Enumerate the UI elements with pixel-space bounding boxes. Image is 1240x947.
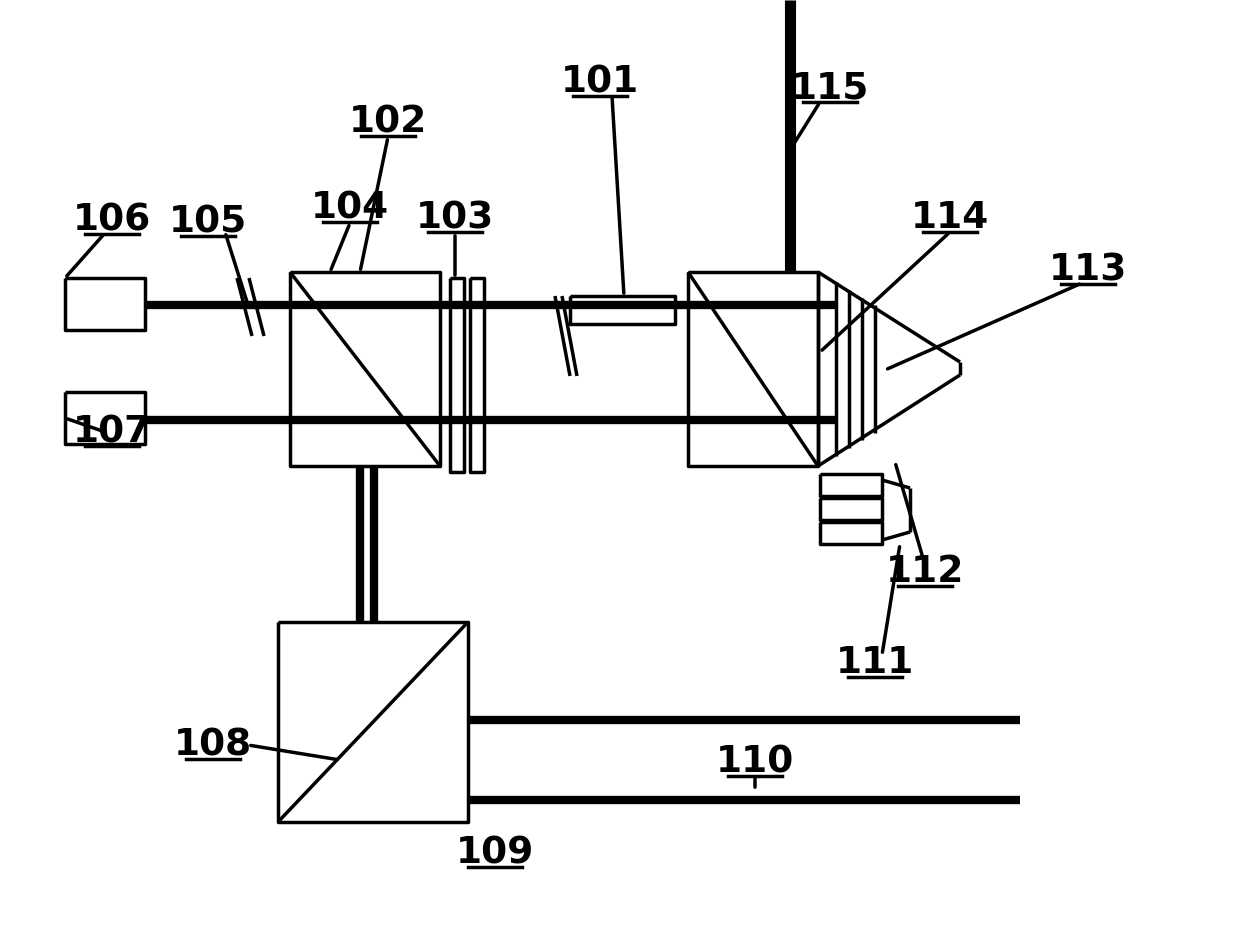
Text: 111: 111 bbox=[836, 645, 914, 681]
Text: 113: 113 bbox=[1049, 252, 1127, 288]
Text: 112: 112 bbox=[885, 554, 965, 590]
Text: 101: 101 bbox=[560, 64, 639, 100]
Text: 102: 102 bbox=[348, 104, 427, 140]
Text: 115: 115 bbox=[791, 70, 869, 106]
Text: 108: 108 bbox=[174, 727, 252, 763]
Text: 114: 114 bbox=[911, 200, 990, 236]
Text: 107: 107 bbox=[73, 414, 151, 450]
Text: 106: 106 bbox=[73, 202, 151, 238]
Text: 109: 109 bbox=[456, 835, 534, 871]
Text: 103: 103 bbox=[415, 200, 494, 236]
Text: 104: 104 bbox=[311, 190, 389, 226]
Text: 105: 105 bbox=[169, 204, 247, 240]
Text: 110: 110 bbox=[715, 744, 794, 780]
